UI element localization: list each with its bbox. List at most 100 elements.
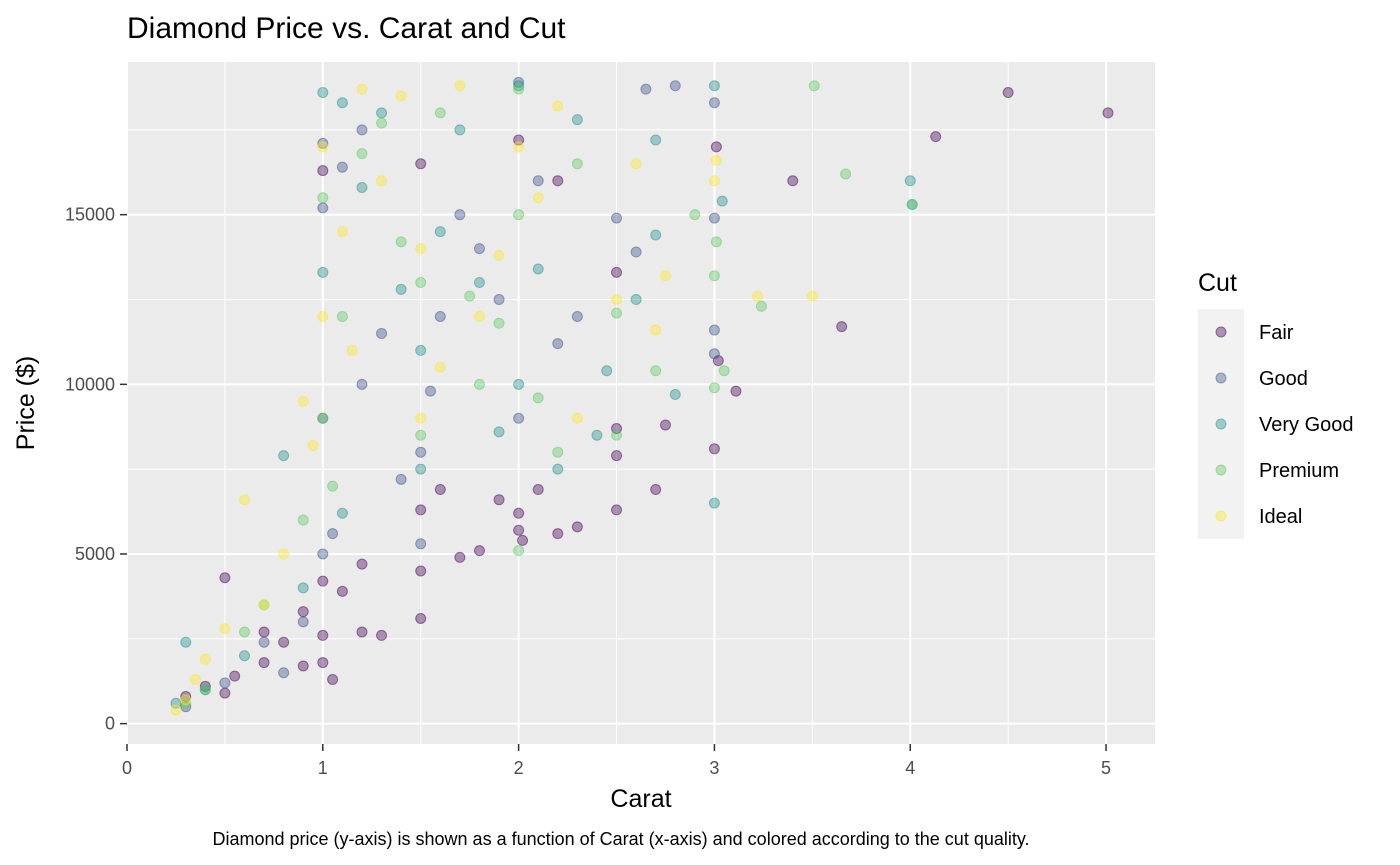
point-ideal — [317, 141, 329, 153]
point-good — [640, 83, 652, 95]
point-fair — [517, 534, 529, 546]
point-very-good — [904, 175, 916, 187]
x-tick-label: 4 — [905, 758, 915, 778]
point-good — [415, 446, 427, 458]
point-premium — [710, 236, 722, 248]
point-fair — [415, 158, 427, 170]
point-good — [454, 209, 466, 221]
point-fair — [611, 504, 623, 516]
point-fair — [356, 626, 368, 638]
point-very-good — [415, 344, 427, 356]
point-good — [278, 667, 290, 679]
point-premium — [755, 300, 767, 312]
point-fair — [356, 558, 368, 570]
point-ideal — [708, 175, 720, 187]
point-fair — [297, 606, 309, 618]
point-fair — [787, 175, 799, 187]
point-very-good — [238, 650, 250, 662]
chart-title: Diamond Price vs. Carat and Cut — [127, 12, 566, 45]
point-good — [611, 212, 623, 224]
point-fair — [199, 680, 211, 692]
point-premium — [297, 514, 309, 526]
point-premium — [464, 290, 476, 302]
point-fair — [317, 657, 329, 669]
point-ideal — [630, 158, 642, 170]
point-ideal — [650, 324, 662, 336]
point-good — [317, 202, 329, 214]
point-fair — [1102, 107, 1114, 119]
point-very-good — [336, 97, 348, 109]
point-very-good — [650, 229, 662, 241]
point-fair — [415, 565, 427, 577]
y-tick-label: 0 — [105, 714, 115, 734]
point-good — [376, 327, 388, 339]
point-ideal — [513, 141, 525, 153]
point-premium — [906, 199, 918, 211]
point-premium — [840, 168, 852, 180]
point-premium — [689, 209, 701, 221]
point-premium — [611, 429, 623, 441]
point-ideal — [806, 290, 818, 302]
point-very-good — [356, 182, 368, 194]
point-premium — [513, 545, 525, 557]
point-ideal — [571, 412, 583, 424]
point-fair — [473, 545, 485, 557]
point-good — [425, 385, 437, 397]
point-ideal — [376, 175, 388, 187]
legend-key-premium — [1215, 464, 1227, 476]
point-ideal — [170, 704, 182, 716]
point-premium — [650, 365, 662, 377]
x-axis-title: Carat — [610, 785, 671, 813]
point-ideal — [180, 694, 192, 706]
point-good — [708, 348, 720, 360]
x-tick-label: 0 — [122, 758, 132, 778]
point-very-good — [336, 507, 348, 519]
point-fair — [219, 687, 231, 699]
point-good — [708, 97, 720, 109]
point-premium — [238, 626, 250, 638]
point-fair — [659, 419, 671, 431]
point-ideal — [659, 270, 671, 282]
point-premium — [808, 80, 820, 92]
legend-label-very-good: Very Good — [1259, 414, 1354, 436]
point-ideal — [611, 294, 623, 306]
point-premium — [317, 192, 329, 204]
point-fair — [513, 524, 525, 536]
point-very-good — [317, 87, 329, 99]
point-premium — [376, 117, 388, 129]
point-premium — [513, 209, 525, 221]
point-very-good — [571, 114, 583, 126]
point-ideal — [258, 599, 270, 611]
point-ideal — [415, 243, 427, 255]
point-fair — [317, 629, 329, 641]
point-premium — [415, 429, 427, 441]
point-fair — [552, 175, 564, 187]
point-fair — [493, 494, 505, 506]
point-fair — [415, 612, 427, 624]
legend-key-background — [1198, 309, 1244, 539]
point-premium — [395, 236, 407, 248]
point-fair — [708, 443, 720, 455]
point-very-good — [716, 195, 728, 207]
y-axis-title: Price ($) — [12, 356, 40, 450]
x-tick-label: 3 — [709, 758, 719, 778]
point-ideal — [346, 344, 358, 356]
point-very-good — [278, 450, 290, 462]
point-ideal — [415, 412, 427, 424]
point-fair — [229, 670, 241, 682]
point-ideal — [454, 80, 466, 92]
point-very-good — [552, 463, 564, 475]
point-good — [219, 677, 231, 689]
y-tick-label: 15000 — [65, 205, 115, 225]
point-good — [708, 324, 720, 336]
point-premium — [415, 277, 427, 289]
point-ideal — [752, 290, 764, 302]
point-fair — [650, 484, 662, 496]
point-very-good — [513, 378, 525, 390]
point-ideal — [238, 494, 250, 506]
point-ideal — [395, 90, 407, 102]
point-fair — [513, 507, 525, 519]
point-good — [415, 538, 427, 550]
point-fair — [930, 131, 942, 143]
